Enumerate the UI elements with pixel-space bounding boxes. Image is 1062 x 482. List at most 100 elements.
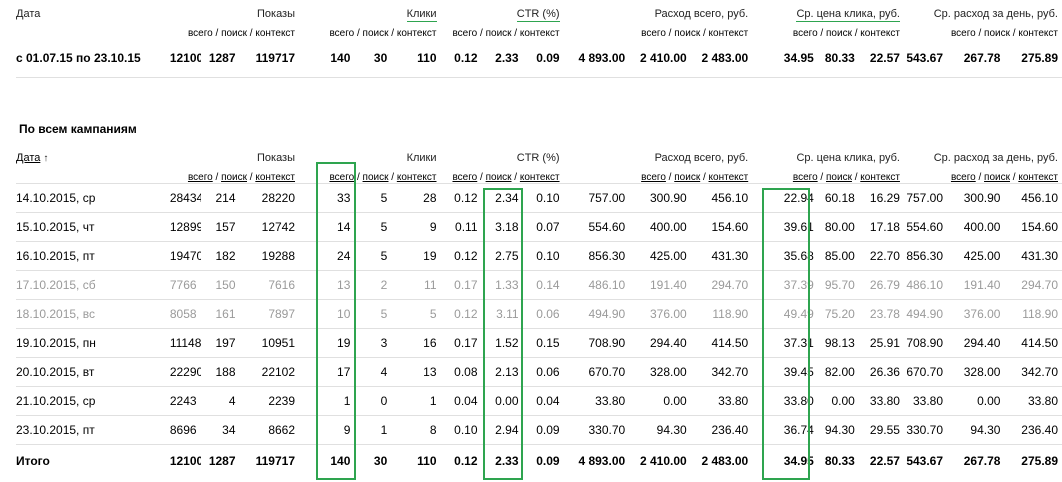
cell: 121004 bbox=[169, 50, 201, 65]
cell: 0.17 bbox=[454, 335, 478, 350]
highlight-cpc-total bbox=[762, 188, 810, 480]
summary-table: Дата Показы Клики CTR (%) Расход всего, … bbox=[16, 8, 1062, 78]
ctr-sort-links[interactable]: всего / поиск / контекст bbox=[452, 171, 560, 183]
cell: 856.30 bbox=[588, 248, 626, 263]
cell: 2.34 bbox=[495, 190, 519, 205]
cell: 2239 bbox=[268, 393, 296, 408]
cell: 80.33 bbox=[824, 454, 855, 469]
cell: 425.00 bbox=[963, 248, 1001, 263]
row-date: 20.10.2015, вт bbox=[16, 364, 95, 379]
cell: 456.10 bbox=[1021, 190, 1058, 205]
cell: 431.30 bbox=[1021, 248, 1058, 263]
sort-arrow-icon[interactable]: ↑ bbox=[43, 153, 49, 164]
cell: 2 410.00 bbox=[639, 50, 687, 65]
cell: 494.90 bbox=[588, 306, 626, 321]
cell: 236.40 bbox=[1021, 422, 1058, 437]
cpc-sort-links[interactable]: всего / поиск / контекст bbox=[792, 171, 900, 183]
cell: 37.39 bbox=[783, 277, 814, 292]
clicks-sort-links[interactable]: всего / поиск / контекст bbox=[329, 171, 437, 183]
highlight-clicks-total bbox=[316, 162, 356, 480]
cell: 330.70 bbox=[906, 422, 944, 437]
cell: 486.10 bbox=[588, 277, 626, 292]
cell: 2 bbox=[380, 277, 388, 292]
cell: 33.80 bbox=[869, 393, 900, 408]
cell: 376.00 bbox=[963, 306, 1001, 321]
cell: 30 bbox=[373, 454, 388, 469]
cell: 22.57 bbox=[869, 50, 900, 65]
cell: 22102 bbox=[261, 364, 296, 379]
cell: 34.95 bbox=[783, 454, 814, 469]
shows-sort-links[interactable]: всего / поиск / контекст bbox=[187, 171, 296, 183]
shows-subheader: всего / поиск / контекст bbox=[187, 28, 296, 39]
cell: 856.30 bbox=[906, 248, 944, 263]
cell: 13 bbox=[337, 277, 351, 292]
cell: 8662 bbox=[268, 422, 296, 437]
cell: 11148 bbox=[169, 335, 201, 350]
shows-header: Показы bbox=[256, 8, 296, 20]
cell: 0.04 bbox=[536, 393, 560, 408]
date-header: Дата bbox=[16, 8, 41, 20]
cell: 2243 bbox=[169, 393, 197, 408]
cell: 161 bbox=[215, 306, 236, 321]
cell: 94.30 bbox=[970, 422, 1001, 437]
cell: 3.18 bbox=[495, 219, 519, 234]
table-row: 17.10.2015, сб 7766 150 7616 13 2 11 0.17 1.33 0.… bbox=[16, 270, 1062, 299]
cell: 28220 bbox=[261, 190, 296, 205]
cell: 0 bbox=[380, 393, 388, 408]
total-label: Итого bbox=[16, 454, 50, 469]
cell: 154.60 bbox=[711, 219, 749, 234]
cell: 2.75 bbox=[495, 248, 519, 263]
cell: 328.00 bbox=[649, 364, 687, 379]
cell: 33.80 bbox=[783, 393, 814, 408]
spend-sort-links[interactable]: всего / поиск / контекст bbox=[641, 171, 749, 183]
cell: 33.80 bbox=[912, 393, 944, 408]
cell: 1 bbox=[380, 422, 388, 437]
cell: 36.74 bbox=[783, 422, 814, 437]
cell: 75.20 bbox=[824, 306, 855, 321]
daily-subheader: всего / поиск / контекст bbox=[950, 28, 1058, 39]
cell: 0.12 bbox=[454, 306, 478, 321]
date-sort-link[interactable]: Дата bbox=[16, 152, 41, 164]
cell: 39.45 bbox=[783, 364, 814, 379]
cell: 214 bbox=[215, 190, 236, 205]
total-row: Итого 121004 1287 119717 140 30 110 0.12… bbox=[16, 444, 1062, 478]
ctr-subheader: всего / поиск / контекст bbox=[452, 28, 560, 39]
cell: 5 bbox=[380, 190, 388, 205]
table-row: 20.10.2015, вт 22290 188 22102 17 4 13 0.08 2.13… bbox=[16, 357, 1062, 386]
cell: 4 893.00 bbox=[578, 454, 626, 469]
cell: 0.00 bbox=[831, 393, 855, 408]
daily-sort-links[interactable]: всего / поиск / контекст bbox=[950, 171, 1058, 183]
cell: 16.29 bbox=[869, 190, 900, 205]
cell: 300.90 bbox=[963, 190, 1001, 205]
cell: 35.68 bbox=[783, 248, 814, 263]
row-date: 16.10.2015, пт bbox=[16, 248, 95, 263]
cell: 22290 bbox=[169, 364, 201, 379]
cell: 60.18 bbox=[824, 190, 855, 205]
row-date: 21.10.2015, ср bbox=[16, 393, 96, 408]
cell: 0.10 bbox=[454, 422, 478, 437]
cell: 150 bbox=[215, 277, 236, 292]
row-date: 18.10.2015, вс bbox=[16, 306, 95, 321]
campaigns-table: Дата ↑ Показы Клики CTR (%) Расход всего… bbox=[16, 152, 1062, 478]
cell: 85.00 bbox=[824, 248, 855, 263]
cell: 34.95 bbox=[783, 50, 814, 65]
row-date: 23.10.2015, пт bbox=[16, 422, 95, 437]
cell: 5 bbox=[429, 306, 437, 321]
cell: 0.08 bbox=[454, 364, 478, 379]
table-row: 21.10.2015, ср 2243 4 2239 1 0 1 0.04 0.00 0.04 33… bbox=[16, 386, 1062, 415]
cell: 26.36 bbox=[869, 364, 900, 379]
cell: 294.40 bbox=[649, 335, 687, 350]
cell: 0.00 bbox=[977, 393, 1001, 408]
row-date: 14.10.2015, ср bbox=[16, 190, 96, 205]
cell: 4 893.00 bbox=[578, 50, 626, 65]
cell: 33 bbox=[337, 190, 351, 205]
cell: 0.00 bbox=[495, 393, 519, 408]
cell: 543.67 bbox=[906, 50, 944, 65]
cell: 11 bbox=[424, 277, 437, 292]
cell: 30 bbox=[373, 50, 388, 65]
cell: 330.70 bbox=[588, 422, 626, 437]
cell: 0.10 bbox=[536, 190, 560, 205]
cell: 757.00 bbox=[906, 190, 944, 205]
cell: 2 483.00 bbox=[701, 50, 749, 65]
cell: 0.09 bbox=[536, 50, 560, 65]
